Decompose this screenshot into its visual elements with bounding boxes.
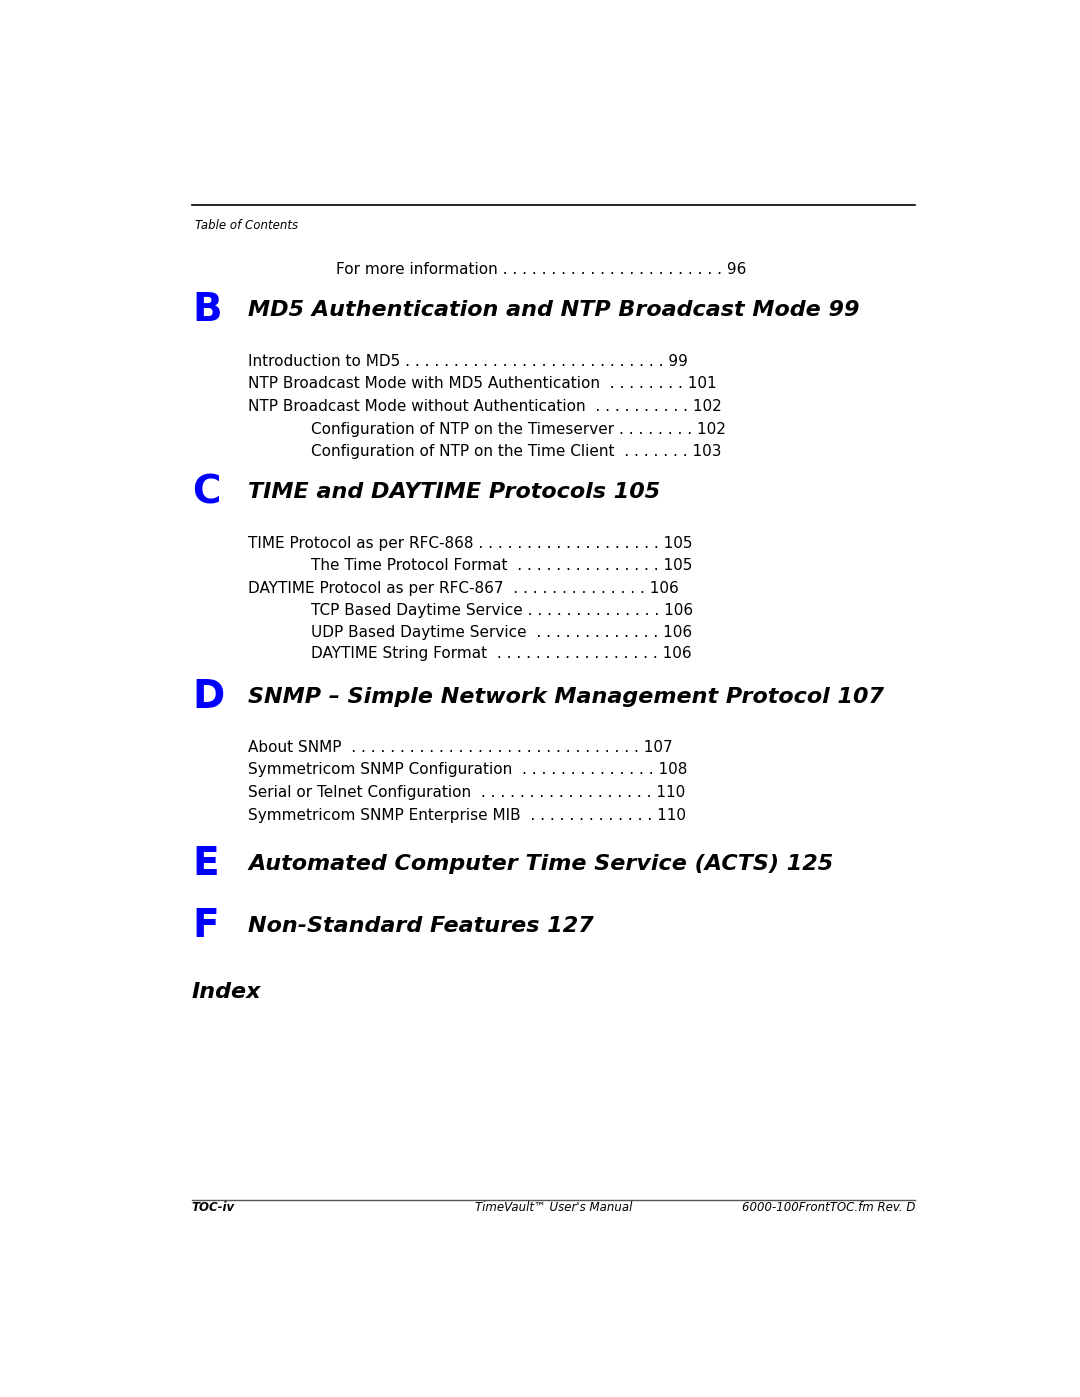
Text: Serial or Telnet Configuration  . . . . . . . . . . . . . . . . . . 110: Serial or Telnet Configuration . . . . .… <box>248 785 685 800</box>
Text: TimeVault™ User's Manual: TimeVault™ User's Manual <box>475 1201 632 1214</box>
Text: Index: Index <box>192 982 261 1002</box>
Text: TCP Based Daytime Service . . . . . . . . . . . . . . 106: TCP Based Daytime Service . . . . . . . … <box>311 604 693 619</box>
Text: Non-Standard Features 127: Non-Standard Features 127 <box>248 916 594 936</box>
Text: About SNMP  . . . . . . . . . . . . . . . . . . . . . . . . . . . . . . 107: About SNMP . . . . . . . . . . . . . . .… <box>248 740 673 754</box>
Text: The Time Protocol Format  . . . . . . . . . . . . . . . 105: The Time Protocol Format . . . . . . . .… <box>311 559 692 573</box>
Text: TIME Protocol as per RFC-868 . . . . . . . . . . . . . . . . . . . 105: TIME Protocol as per RFC-868 . . . . . .… <box>248 535 692 550</box>
Text: TOC-iv: TOC-iv <box>192 1201 235 1214</box>
Text: DAYTIME String Format  . . . . . . . . . . . . . . . . . 106: DAYTIME String Format . . . . . . . . . … <box>311 647 691 661</box>
Text: SNMP – Simple Network Management Protocol 107: SNMP – Simple Network Management Protoco… <box>248 687 885 707</box>
Text: 6000-100FrontTOC.fm Rev. D: 6000-100FrontTOC.fm Rev. D <box>742 1201 915 1214</box>
Text: NTP Broadcast Mode with MD5 Authentication  . . . . . . . . 101: NTP Broadcast Mode with MD5 Authenticati… <box>248 376 717 391</box>
Text: MD5 Authentication and NTP Broadcast Mode 99: MD5 Authentication and NTP Broadcast Mod… <box>248 299 860 320</box>
Text: UDP Based Daytime Service  . . . . . . . . . . . . . 106: UDP Based Daytime Service . . . . . . . … <box>311 624 692 640</box>
Text: TIME and DAYTIME Protocols 105: TIME and DAYTIME Protocols 105 <box>248 482 660 503</box>
Text: DAYTIME Protocol as per RFC-867  . . . . . . . . . . . . . . 106: DAYTIME Protocol as per RFC-867 . . . . … <box>248 581 678 595</box>
Text: Configuration of NTP on the Time Client  . . . . . . . 103: Configuration of NTP on the Time Client … <box>311 444 721 460</box>
Text: C: C <box>192 474 220 511</box>
Text: NTP Broadcast Mode without Authentication  . . . . . . . . . . 102: NTP Broadcast Mode without Authenticatio… <box>248 400 721 414</box>
Text: Symmetricom SNMP Enterprise MIB  . . . . . . . . . . . . . 110: Symmetricom SNMP Enterprise MIB . . . . … <box>248 807 686 823</box>
Text: Table of Contents: Table of Contents <box>195 219 298 232</box>
Text: D: D <box>192 678 225 715</box>
Text: Symmetricom SNMP Configuration  . . . . . . . . . . . . . . 108: Symmetricom SNMP Configuration . . . . .… <box>248 763 687 778</box>
Text: F: F <box>192 907 218 944</box>
Text: Automated Computer Time Service (ACTS) 125: Automated Computer Time Service (ACTS) 1… <box>248 854 834 873</box>
Text: B: B <box>192 291 221 328</box>
Text: Configuration of NTP on the Timeserver . . . . . . . . 102: Configuration of NTP on the Timeserver .… <box>311 422 726 436</box>
Text: For more information . . . . . . . . . . . . . . . . . . . . . . . 96: For more information . . . . . . . . . .… <box>336 263 746 277</box>
Text: Introduction to MD5 . . . . . . . . . . . . . . . . . . . . . . . . . . . 99: Introduction to MD5 . . . . . . . . . . … <box>248 353 688 369</box>
Text: E: E <box>192 845 218 883</box>
